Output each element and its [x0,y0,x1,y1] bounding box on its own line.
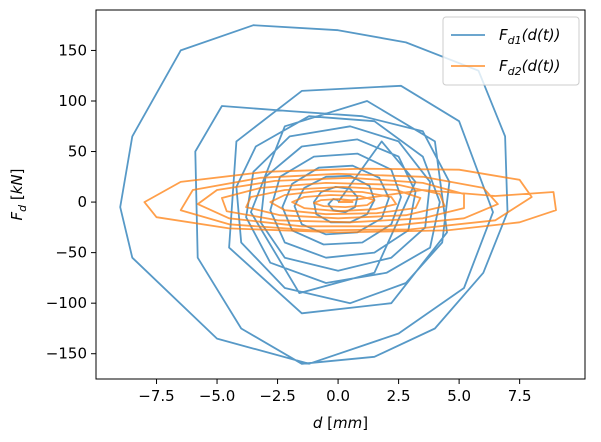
x-tick-label: 2.5 [387,387,411,405]
y-axis: −150 −100 −50 0 50 100 150 [46,41,96,363]
x-tick-label: −2.5 [259,387,295,405]
x-tick-label: 7.5 [508,387,532,405]
y-tick-label: 150 [58,41,87,59]
x-axis-label: d [mm] [313,414,368,432]
x-tick-label: −5.0 [199,387,235,405]
x-tick-label: 0.0 [326,387,350,405]
y-tick-label: −50 [55,244,87,262]
x-tick-label: −7.5 [138,387,174,405]
legend-label-1: Fd1(d(t)) [499,26,560,47]
series-line-2 [143,167,557,234]
y-tick-label: −100 [46,294,87,312]
x-tick-label: 5.0 [447,387,471,405]
y-tick-label: 100 [58,92,87,110]
y-tick-label: 0 [77,193,87,211]
legend-label-2: Fd2(d(t)) [499,57,560,78]
y-axis-label: Fd [kN] [8,168,29,220]
y-tick-label: −150 [46,345,87,363]
plot-frame [95,9,586,380]
series-line-1 [119,24,509,365]
legend: Fd1(d(t)) Fd2(d(t)) [442,16,580,86]
series-layer [119,24,557,365]
x-axis: −7.5 −5.0 −2.5 0.0 2.5 5.0 7.5 [138,379,532,405]
legend-box [442,16,580,86]
y-tick-label: 50 [68,143,87,161]
